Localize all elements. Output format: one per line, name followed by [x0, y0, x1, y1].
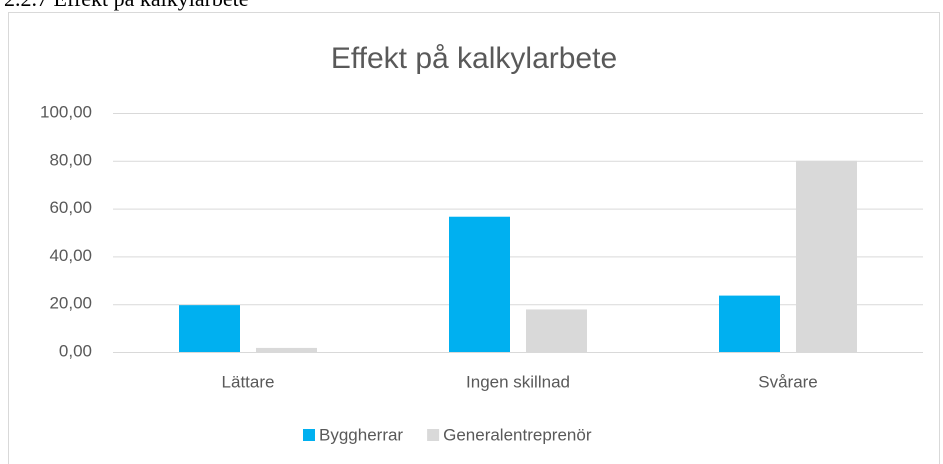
legend-swatch — [427, 429, 440, 441]
y-tick-label: 80,00 — [49, 150, 92, 169]
y-tick-label: 20,00 — [49, 294, 92, 313]
y-tick-label: 100,00 — [40, 102, 92, 121]
x-tick-label: Lättare — [222, 372, 275, 391]
legend-swatch — [303, 429, 315, 441]
bar — [179, 305, 240, 352]
bar — [796, 160, 857, 352]
chart-title: Effekt på kalkylarbete — [331, 42, 617, 75]
section-heading: 2.2.7 Effekt på kalkylarbete — [4, 0, 249, 11]
bar — [526, 309, 587, 352]
legend-label: Generalentreprenör — [443, 425, 592, 444]
y-tick-label: 0,00 — [59, 341, 92, 360]
bar — [449, 216, 510, 352]
legend-label: Byggherrar — [319, 425, 403, 444]
x-tick-label: Ingen skillnad — [466, 372, 570, 391]
bar — [719, 295, 780, 352]
x-tick-label: Svårare — [758, 372, 818, 391]
y-tick-label: 60,00 — [49, 198, 92, 217]
bar — [256, 347, 317, 352]
y-tick-label: 40,00 — [49, 246, 92, 265]
